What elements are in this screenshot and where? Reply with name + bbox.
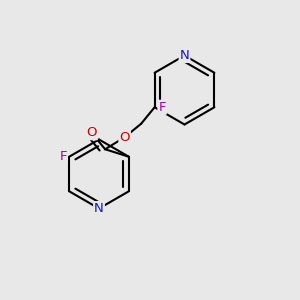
Text: O: O <box>86 126 97 139</box>
Text: N: N <box>180 49 189 62</box>
Text: F: F <box>158 101 166 114</box>
Text: N: N <box>94 202 104 215</box>
Text: O: O <box>119 131 130 144</box>
Text: F: F <box>59 150 67 163</box>
